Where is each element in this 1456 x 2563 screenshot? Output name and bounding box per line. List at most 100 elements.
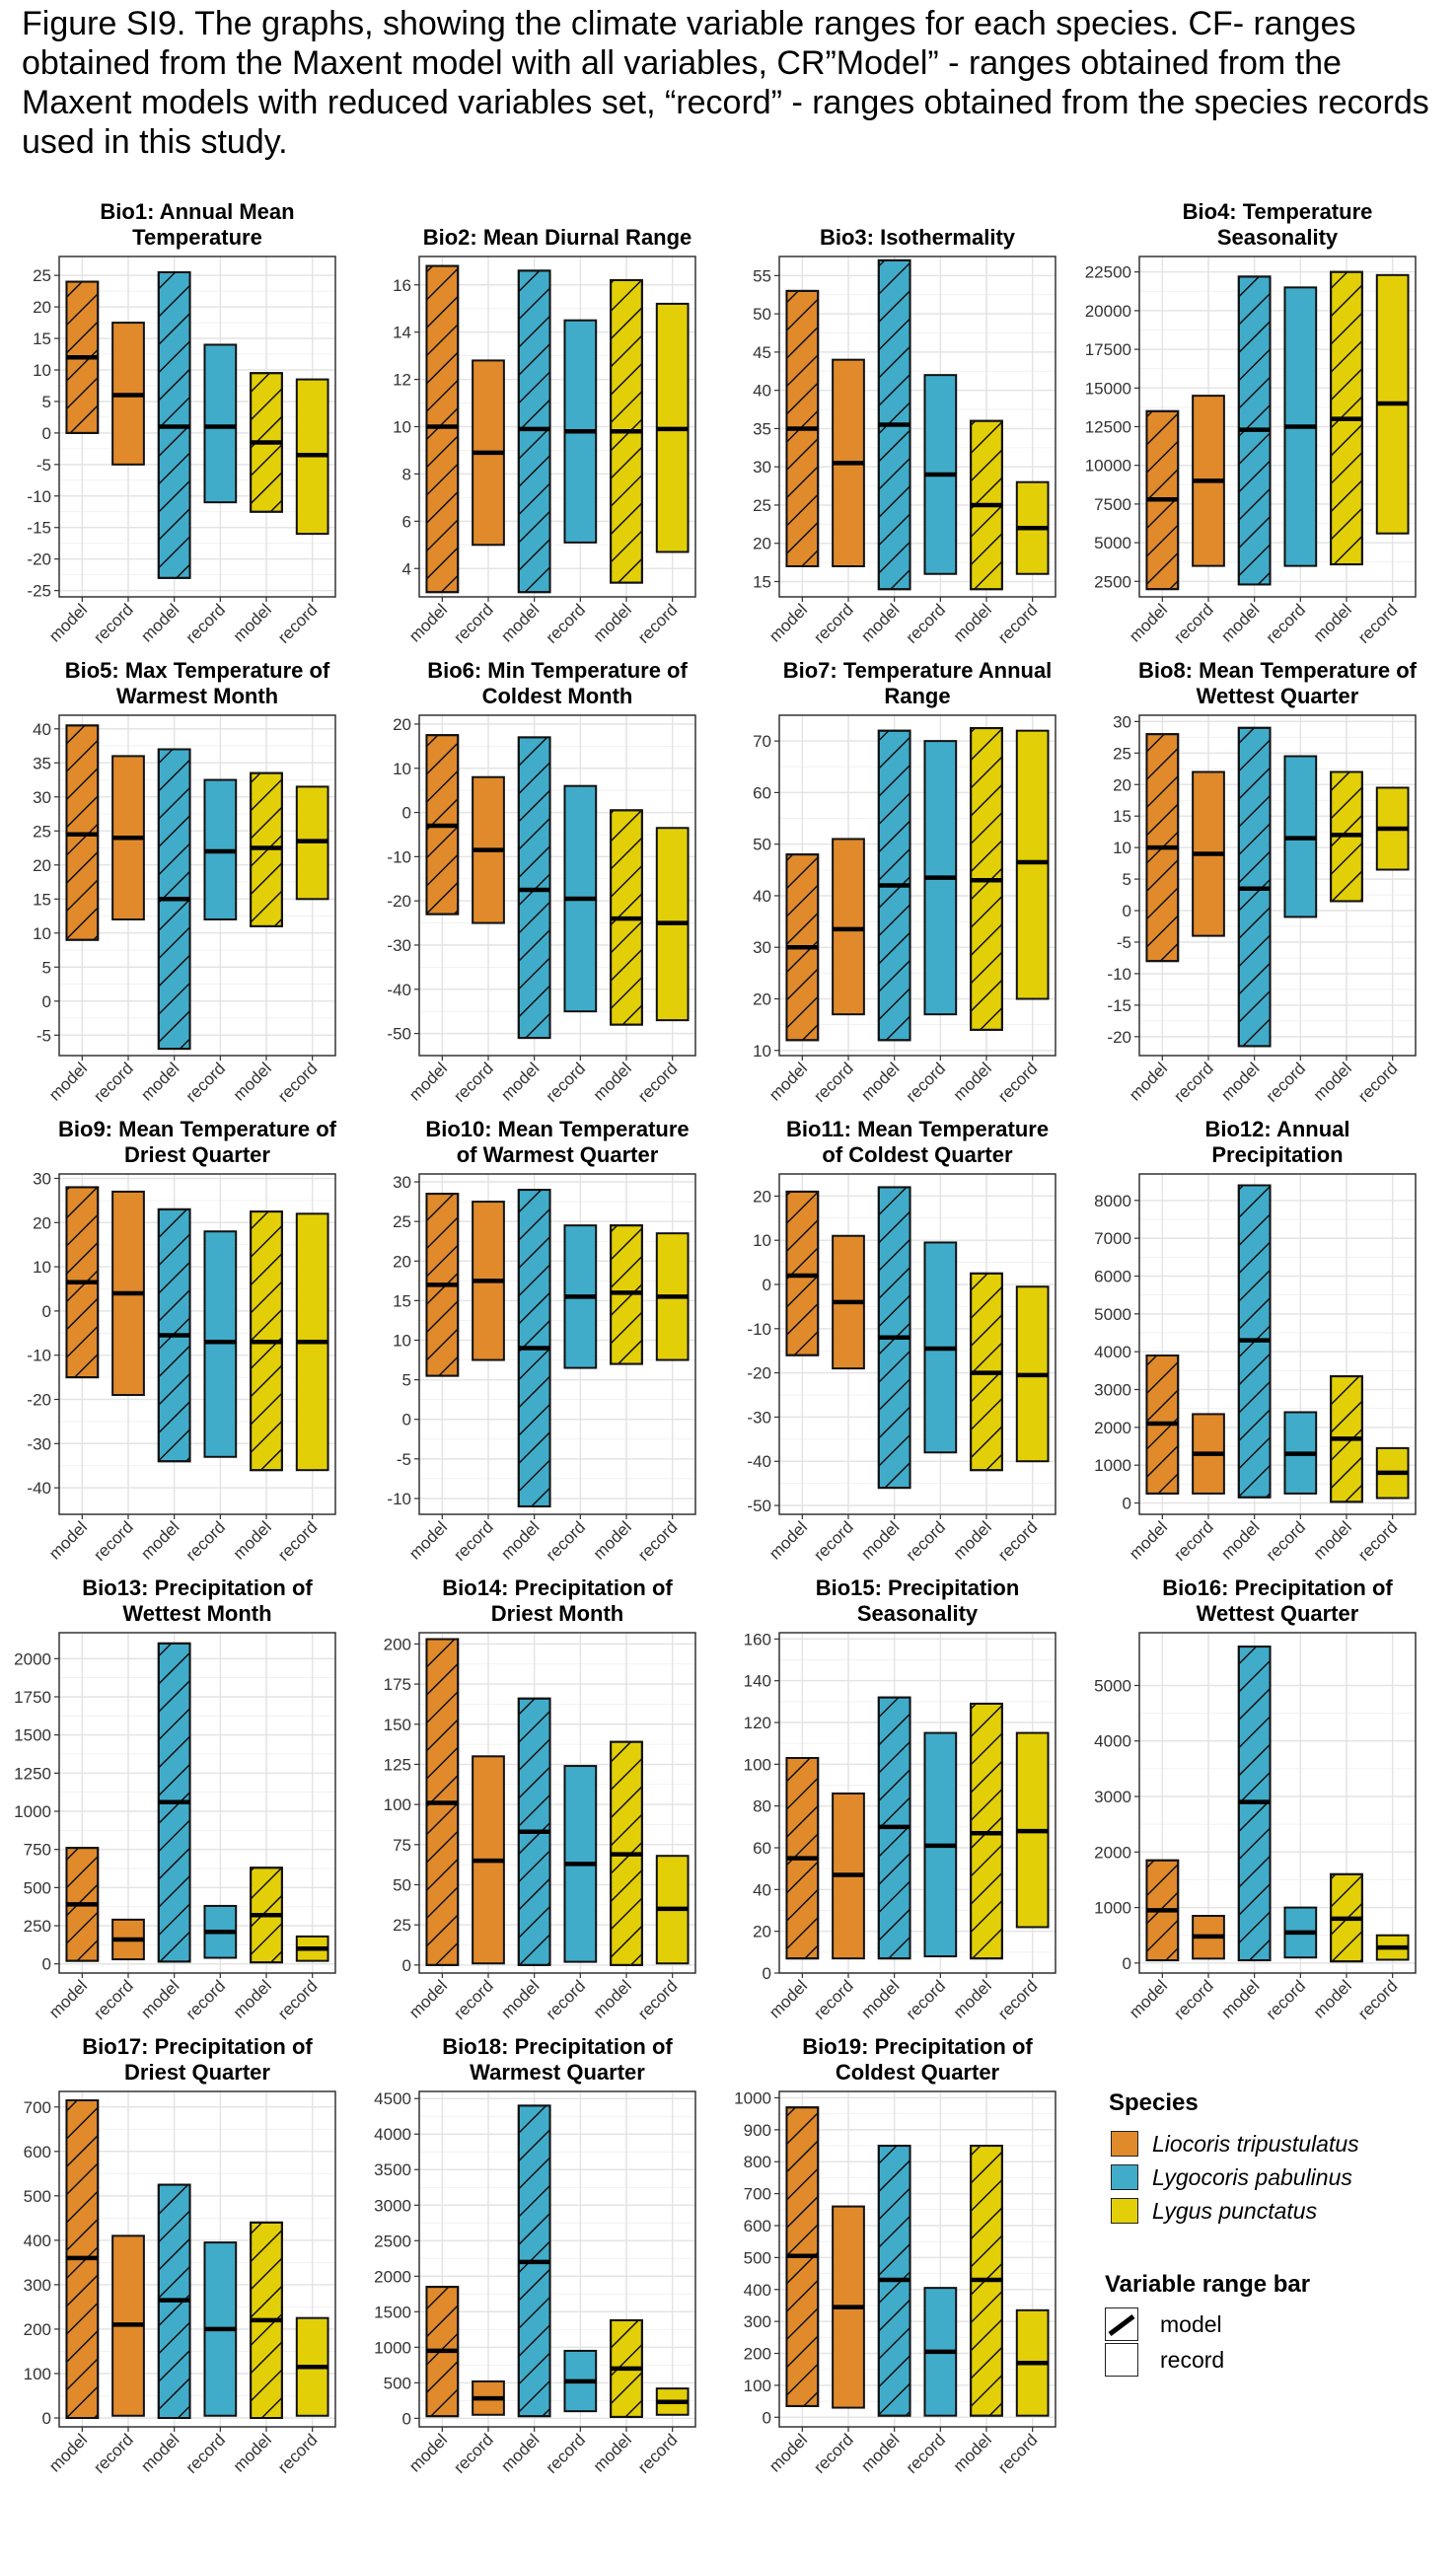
y-tick-label: 4000	[1094, 1732, 1131, 1751]
x-tick-label: model	[45, 1517, 91, 1563]
y-tick-label: 500	[384, 2374, 411, 2392]
x-tick-label: model	[45, 2430, 91, 2475]
x-tick-label: model	[765, 600, 811, 645]
x-tick-label: model	[1126, 1517, 1171, 1563]
y-tick-label: 15	[33, 330, 51, 348]
y-tick-label: 30	[753, 458, 771, 476]
chart-title: Bio17: Precipitation of	[82, 2034, 313, 2059]
x-tick-label: record	[543, 2430, 590, 2477]
x-tick-label: record	[90, 1517, 137, 1565]
chart-title: Bio12: Annual	[1204, 1117, 1349, 1141]
y-tick-label: 700	[744, 2185, 771, 2204]
legend-swatch-blue	[1111, 2164, 1138, 2190]
legend-species-item: Lygus punctatus	[1105, 2194, 1440, 2228]
x-tick-label: model	[590, 1517, 635, 1563]
y-tick-label: 0	[42, 992, 51, 1011]
y-tick-label: -5	[36, 1026, 51, 1045]
chart-title: Coldest Quarter	[836, 2060, 1000, 2085]
x-tick-label: record	[994, 2430, 1042, 2477]
y-tick-label: 4000	[1094, 1343, 1131, 1361]
y-tick-label: 3000	[1094, 1788, 1131, 1806]
legend-model-key-icon	[1105, 2307, 1138, 2341]
x-tick-label: model	[230, 2430, 275, 2475]
x-tick-label: model	[590, 2430, 635, 2475]
y-tick-label: 5000	[1094, 1305, 1131, 1324]
record-range-bar	[203, 343, 238, 504]
plot-border	[58, 714, 336, 1057]
y-tick-label: -5	[36, 456, 51, 475]
x-tick-label: record	[543, 600, 590, 647]
x-tick-label: record	[994, 1059, 1042, 1106]
chart-title: of Coldest Quarter	[822, 1142, 1013, 1167]
y-tick-label: 20	[753, 1923, 771, 1941]
x-tick-label: record	[450, 1517, 497, 1565]
y-tick-label: 2000	[14, 1649, 51, 1668]
y-tick-label: 5	[402, 1371, 411, 1390]
plot-border	[58, 1632, 336, 1974]
chart-title: Bio9: Mean Temperature of	[58, 1117, 337, 1141]
x-tick-label: model	[1310, 1517, 1355, 1563]
x-tick-label: record	[994, 600, 1042, 647]
y-tick-label: 20	[33, 856, 51, 875]
x-tick-label: record	[1170, 1059, 1217, 1106]
y-tick-label: 2000	[1094, 1843, 1131, 1862]
y-tick-label: 10	[753, 1231, 771, 1250]
x-tick-label: model	[950, 2430, 995, 2475]
y-tick-label: 0	[1123, 1954, 1131, 1973]
x-tick-label: model	[950, 1059, 995, 1104]
chart-title: Seasonality	[1217, 225, 1339, 250]
y-tick-label: -40	[387, 981, 411, 999]
y-tick-label: 2000	[374, 2267, 411, 2286]
legend-swatch-yellow	[1111, 2198, 1138, 2224]
y-tick-label: 5000	[1094, 534, 1131, 552]
y-tick-label: 16	[393, 276, 411, 295]
x-tick-label: model	[137, 1059, 182, 1104]
chart-title: Temperature	[132, 225, 262, 250]
y-tick-label: 35	[753, 419, 771, 438]
y-tick-label: 55	[753, 266, 771, 285]
x-tick-label: record	[994, 1517, 1042, 1565]
y-tick-label: 14	[393, 324, 411, 342]
y-tick-label: 125	[384, 1755, 411, 1774]
chart-title: Wettest Month	[122, 1601, 271, 1626]
x-tick-label: model	[230, 1059, 275, 1104]
chart-title: Bio15: Precipitation	[816, 1575, 1020, 1600]
x-tick-label: model	[950, 1517, 995, 1563]
y-tick-label: 10	[1113, 839, 1131, 857]
y-tick-label: 0	[763, 1964, 771, 1983]
y-tick-label: 2500	[1094, 572, 1131, 591]
y-tick-label: 150	[384, 1716, 411, 1734]
y-tick-label: 1500	[14, 1726, 51, 1745]
x-tick-label: model	[590, 1059, 635, 1104]
plot-border	[1138, 256, 1417, 598]
x-tick-label: model	[857, 1976, 903, 2021]
x-tick-label: record	[1354, 1059, 1402, 1106]
x-tick-label: model	[857, 1517, 903, 1563]
y-tick-label: 25	[393, 1212, 411, 1231]
x-tick-label: model	[230, 600, 275, 645]
plot-border	[778, 1173, 1056, 1515]
y-tick-label: 2500	[374, 2232, 411, 2250]
plot-area	[779, 1174, 1056, 1514]
chart-panel: Bio2: Mean Diurnal Range 4 6 8 10 12 14 16 model…	[393, 225, 696, 647]
chart-title: Bio4: Temperature	[1183, 199, 1373, 224]
plot-area	[59, 256, 335, 597]
y-tick-label: -20	[387, 892, 411, 911]
chart-title: Seasonality	[857, 1601, 979, 1626]
y-tick-label: 3000	[1094, 1381, 1131, 1400]
y-tick-label: 20000	[1085, 302, 1131, 321]
y-tick-label: 15	[33, 890, 51, 909]
y-tick-label: 140	[744, 1672, 771, 1691]
y-tick-label: 3500	[374, 2160, 411, 2179]
y-tick-label: 40	[753, 382, 771, 401]
x-tick-label: record	[1263, 1517, 1310, 1565]
plot-area	[779, 256, 1056, 597]
y-tick-label: 50	[753, 305, 771, 324]
x-tick-label: model	[497, 1517, 543, 1563]
